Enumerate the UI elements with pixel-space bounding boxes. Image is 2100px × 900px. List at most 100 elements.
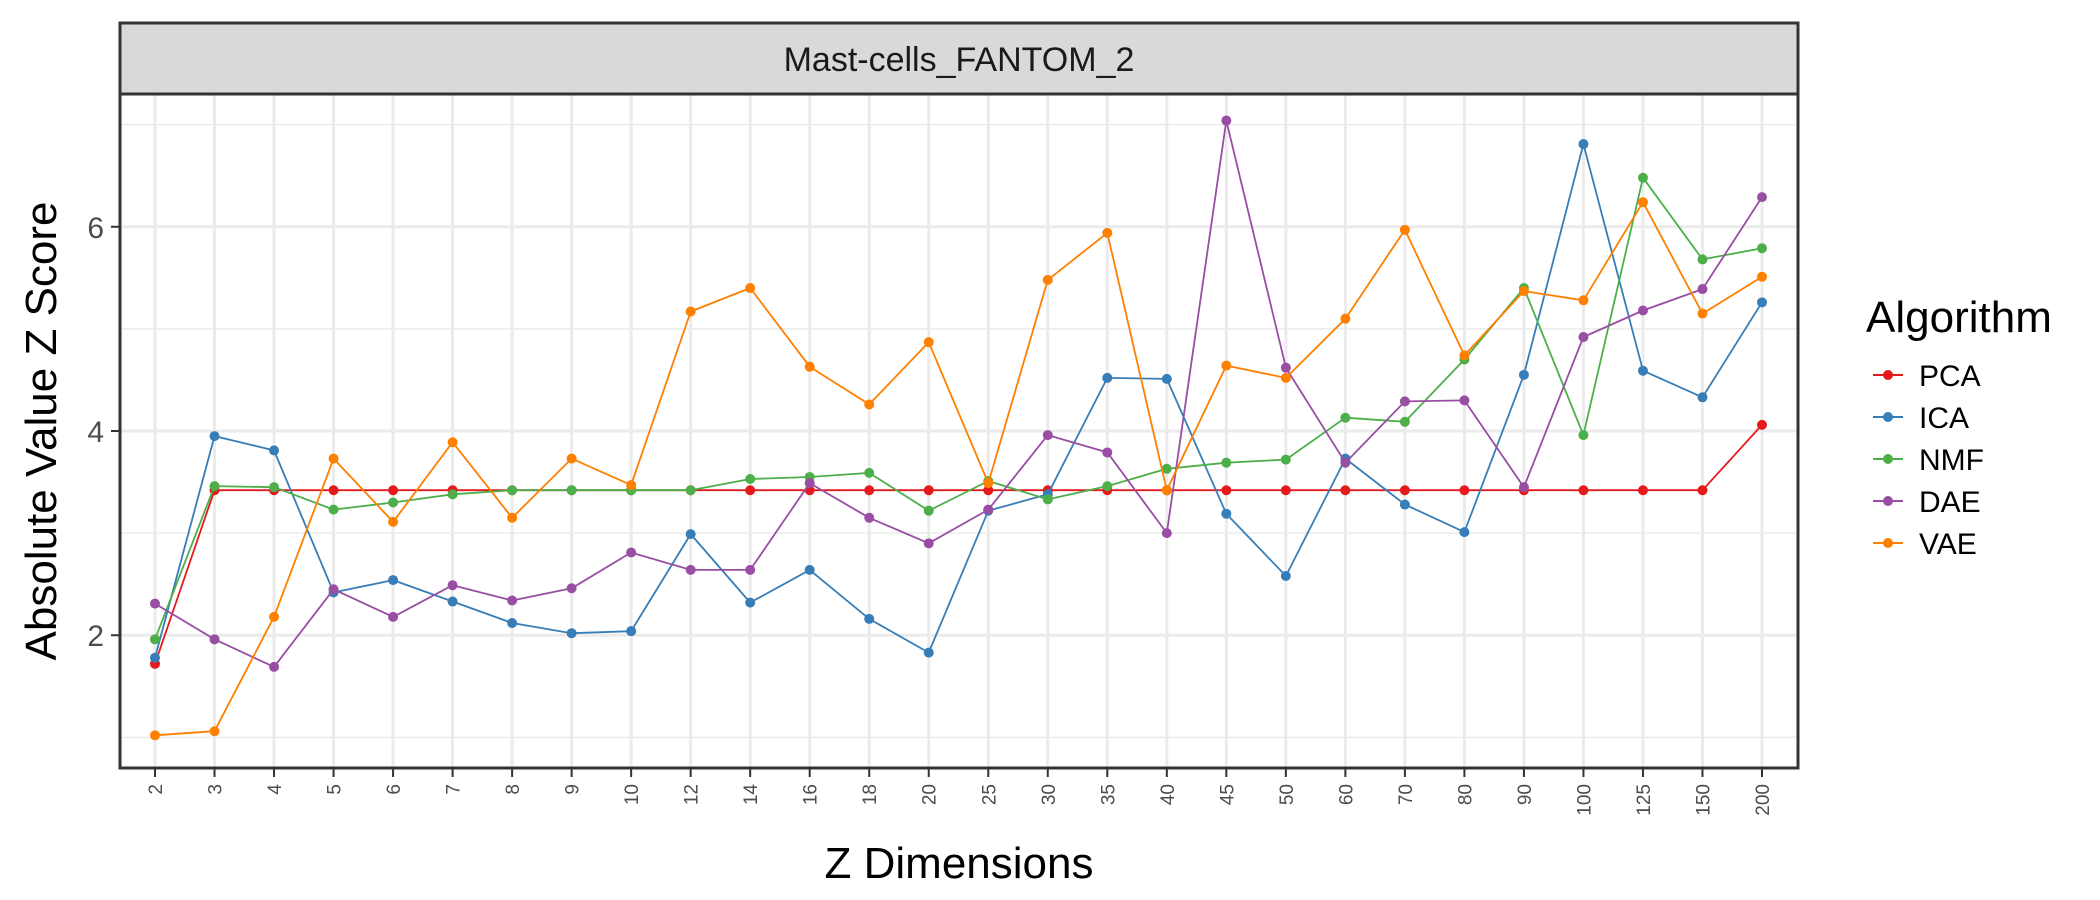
data-point-dae	[1518, 482, 1529, 493]
data-point-nmf	[507, 485, 518, 496]
data-point-vae	[328, 453, 339, 464]
data-point-dae	[566, 583, 577, 594]
data-point-vae	[209, 726, 220, 737]
data-point-nmf	[1757, 243, 1767, 254]
data-point-dae	[804, 478, 815, 489]
data-point-nmf	[1161, 463, 1172, 474]
legend-key-point-nmf	[1883, 454, 1893, 464]
data-point-vae	[1042, 274, 1053, 285]
series-line-ica	[154, 143, 1763, 658]
data-point-ica	[864, 613, 875, 624]
data-point-ica	[1221, 508, 1232, 519]
x-tick-label: 6	[384, 784, 405, 795]
legend-label-nmf: NMF	[1919, 444, 1984, 477]
data-point-nmf	[388, 497, 399, 508]
data-point-dae	[1042, 430, 1053, 441]
legend-label-pca: PCA	[1919, 360, 1981, 393]
data-point-ica	[804, 564, 815, 575]
data-point-nmf	[1399, 416, 1410, 427]
data-point-dae	[1340, 457, 1351, 468]
data-point-ica	[685, 529, 696, 540]
x-tick-label: 8	[503, 784, 524, 795]
x-tick-label: 3	[206, 784, 227, 795]
data-point-vae	[566, 453, 577, 464]
data-point-vae	[150, 730, 160, 741]
data-point-nmf	[328, 504, 339, 515]
x-tick-label: 2	[146, 784, 167, 795]
grid-minor	[120, 123, 1798, 739]
data-point-ica	[150, 652, 160, 663]
data-point-dae	[269, 661, 280, 672]
data-point-vae	[1578, 295, 1589, 306]
x-tick-label: 100	[1574, 784, 1595, 816]
data-point-nmf	[1340, 412, 1351, 423]
data-point-ica	[1459, 527, 1470, 538]
data-point-vae	[1102, 227, 1113, 238]
data-point-pca	[983, 485, 994, 496]
data-point-vae	[1340, 313, 1351, 324]
legend-label-vae: VAE	[1919, 528, 1977, 561]
data-point-ica	[566, 628, 577, 639]
data-point-nmf	[566, 485, 577, 496]
x-tick-label: 7	[444, 784, 465, 795]
data-point-dae	[745, 564, 756, 575]
data-point-ica	[447, 596, 458, 607]
data-point-pca	[1221, 485, 1232, 496]
data-point-pca	[1459, 485, 1470, 496]
data-point-ica	[923, 647, 934, 658]
data-point-vae	[864, 399, 875, 410]
data-point-pca	[923, 485, 934, 496]
x-tick-label: 40	[1158, 784, 1179, 805]
data-point-ica	[1578, 139, 1589, 150]
data-point-pca	[1280, 485, 1291, 496]
data-point-dae	[1161, 528, 1172, 539]
data-point-pca	[328, 485, 339, 496]
x-tick-label: 4	[265, 784, 286, 795]
legend-label-dae: DAE	[1919, 486, 1981, 519]
x-tick-label: 200	[1753, 784, 1774, 816]
data-point-vae	[923, 337, 934, 348]
x-tick-label: 50	[1277, 784, 1298, 805]
legend-key-point-pca	[1883, 370, 1893, 380]
data-point-dae	[923, 538, 934, 549]
legend-title: Algorithm	[1866, 293, 2052, 342]
data-point-dae	[1637, 305, 1648, 316]
data-point-nmf	[1280, 454, 1291, 465]
x-tick-label: 45	[1217, 784, 1238, 805]
data-point-dae	[626, 547, 637, 558]
data-point-ica	[1102, 372, 1113, 383]
data-point-ica	[507, 617, 518, 628]
x-tick-label: 70	[1396, 784, 1417, 805]
data-point-vae	[1637, 197, 1648, 208]
x-tick-label: 18	[860, 784, 881, 805]
y-axis: 2 4 6	[87, 212, 120, 653]
series-line-pca	[154, 424, 1763, 665]
data-point-vae	[1518, 286, 1529, 297]
legend-key-point-vae	[1883, 538, 1893, 548]
data-point-nmf	[447, 489, 458, 500]
data-point-nmf	[745, 473, 756, 484]
x-tick-label: 10	[622, 784, 643, 805]
data-point-pca	[1757, 419, 1767, 430]
data-point-ica	[1161, 373, 1172, 384]
data-point-vae	[1697, 308, 1708, 319]
x-tick-label: 25	[979, 784, 1000, 805]
facet-strip-label: Mast-cells_FANTOM_2	[784, 41, 1135, 79]
y-tick-label: 6	[87, 212, 104, 245]
data-point-nmf	[685, 485, 696, 496]
data-point-nmf	[209, 481, 220, 492]
data-point-nmf	[864, 467, 875, 478]
data-point-vae	[507, 512, 518, 523]
legend-items: PCA ICA NMF DAE VAE	[1873, 360, 1984, 561]
data-point-pca	[1637, 485, 1648, 496]
data-point-pca	[1697, 485, 1708, 496]
data-point-vae	[745, 283, 756, 294]
data-point-dae	[1757, 192, 1767, 203]
x-tick-label: 5	[325, 784, 346, 795]
data-point-dae	[685, 564, 696, 575]
legend-key-point-ica	[1883, 412, 1893, 422]
data-point-vae	[983, 478, 994, 489]
y-axis-title: Absolute Value Z Score	[17, 202, 66, 661]
data-point-dae	[864, 512, 875, 523]
